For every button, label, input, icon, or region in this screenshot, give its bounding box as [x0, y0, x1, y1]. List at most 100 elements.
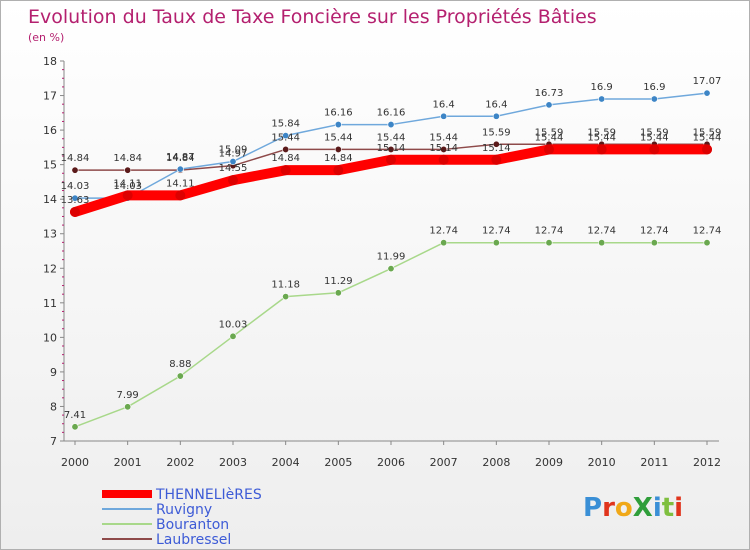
data-point: [334, 289, 342, 297]
y-tick-label: 10: [43, 331, 57, 344]
data-point: [70, 206, 80, 217]
data-label: 14.87: [166, 152, 195, 163]
data-label: 14.97: [219, 149, 248, 160]
y-tick-label: 7: [50, 435, 57, 448]
y-tick-label: 18: [43, 55, 57, 68]
y-tick-label: 16: [43, 124, 57, 137]
legend-label: Ruvigny: [156, 502, 212, 518]
x-tick-label: 2004: [272, 456, 300, 469]
data-label: 15.59: [640, 127, 669, 138]
proxiti-logo: ProXiti: [583, 493, 683, 523]
data-label: 16.4: [485, 99, 507, 110]
logo-letter: r: [602, 493, 615, 523]
data-label: 15.59: [535, 127, 564, 138]
data-point: [387, 265, 395, 273]
data-label: 14.84: [324, 153, 353, 164]
data-point: [598, 239, 606, 247]
logo-letter: P: [583, 493, 602, 523]
data-label: 7.41: [64, 410, 86, 421]
x-tick-label: 2006: [377, 456, 405, 469]
data-label: 12.74: [429, 226, 458, 237]
data-point: [334, 121, 342, 129]
logo-letter: i: [653, 493, 662, 523]
data-label: 15.14: [377, 143, 406, 154]
y-tick-label: 14: [43, 193, 57, 206]
series-2: [71, 239, 711, 431]
chart-title: Evolution du Taux de Taxe Foncière sur l…: [28, 6, 597, 28]
data-label: 8.88: [169, 359, 191, 370]
data-label: 15.44: [429, 132, 458, 143]
data-point: [229, 158, 237, 166]
data-point: [596, 144, 607, 155]
data-point: [438, 154, 449, 165]
data-point: [440, 239, 448, 247]
data-label: 15.59: [482, 127, 511, 138]
data-label: 15.09: [219, 145, 248, 156]
data-point: [122, 190, 133, 201]
data-label: 15.44: [271, 132, 300, 143]
y-tick-label: 17: [43, 90, 57, 103]
x-tick-label: 2002: [166, 456, 194, 469]
data-label: 12.74: [587, 226, 616, 237]
data-point: [71, 194, 79, 202]
data-point: [334, 145, 342, 153]
data-label: 14.03: [113, 181, 142, 192]
data-label: 14.03: [61, 181, 90, 192]
axes: 7 8 9 10 11 12 13 14 15 16 17 18 2000 2001 2002 2003 200…: [43, 55, 721, 469]
data-point: [175, 190, 186, 201]
data-label: 14.84: [113, 153, 142, 164]
data-label: 17.07: [693, 76, 722, 87]
y-tick-label: 8: [50, 400, 57, 413]
data-label: 12.74: [640, 226, 669, 237]
y-tick-label: 12: [43, 262, 57, 275]
x-tick-label: 2009: [535, 456, 563, 469]
data-point: [545, 239, 553, 247]
x-tick-label: 2008: [482, 456, 510, 469]
y-tick-label: 9: [50, 366, 57, 379]
data-label: 14.11: [113, 178, 142, 189]
data-point: [282, 132, 290, 140]
x-tick-label: 2001: [114, 456, 142, 469]
series-0: [70, 144, 712, 217]
data-point: [387, 121, 395, 129]
data-label: 12.74: [693, 226, 722, 237]
data-point: [598, 95, 606, 103]
data-label: 16.16: [324, 108, 353, 119]
data-label: 15.44: [640, 132, 669, 143]
y-tick-label: 11: [43, 297, 57, 310]
data-point: [387, 145, 395, 153]
data-point: [124, 403, 132, 411]
x-tick-label: 2012: [693, 456, 721, 469]
data-point: [440, 145, 448, 153]
data-point: [333, 165, 344, 176]
data-point: [492, 140, 500, 148]
data-label: 15.84: [271, 119, 300, 130]
data-point: [703, 89, 711, 97]
data-label: 15.14: [482, 143, 511, 154]
data-point: [544, 144, 554, 155]
data-label: 16.73: [535, 88, 564, 99]
data-label: 15.14: [429, 143, 458, 154]
data-label: 16.9: [643, 82, 665, 93]
legend-label: Bouranton: [156, 517, 229, 533]
x-tick-label: 2010: [588, 456, 616, 469]
data-label: 15.44: [535, 132, 564, 143]
legend-label: Laubressel: [156, 532, 231, 548]
data-point: [228, 175, 238, 186]
data-point: [492, 112, 500, 120]
data-label: 14.84: [271, 153, 300, 164]
data-label: 14.55: [219, 163, 248, 174]
data-label: 15.44: [377, 132, 406, 143]
logo-letter: X: [633, 493, 653, 523]
data-label: 13.63: [61, 195, 90, 206]
data-point: [71, 166, 79, 174]
y-tick-label: 13: [43, 228, 57, 241]
data-label: 16.9: [591, 82, 613, 93]
data-point: [282, 293, 290, 301]
logo-letter: t: [662, 493, 674, 523]
data-labels: 13.63 14.11 14.11 14.55 14.84 14.84 15.14 15.14…: [61, 76, 722, 421]
data-label: 16.16: [377, 108, 406, 119]
data-point: [702, 144, 712, 155]
data-point: [650, 95, 658, 103]
